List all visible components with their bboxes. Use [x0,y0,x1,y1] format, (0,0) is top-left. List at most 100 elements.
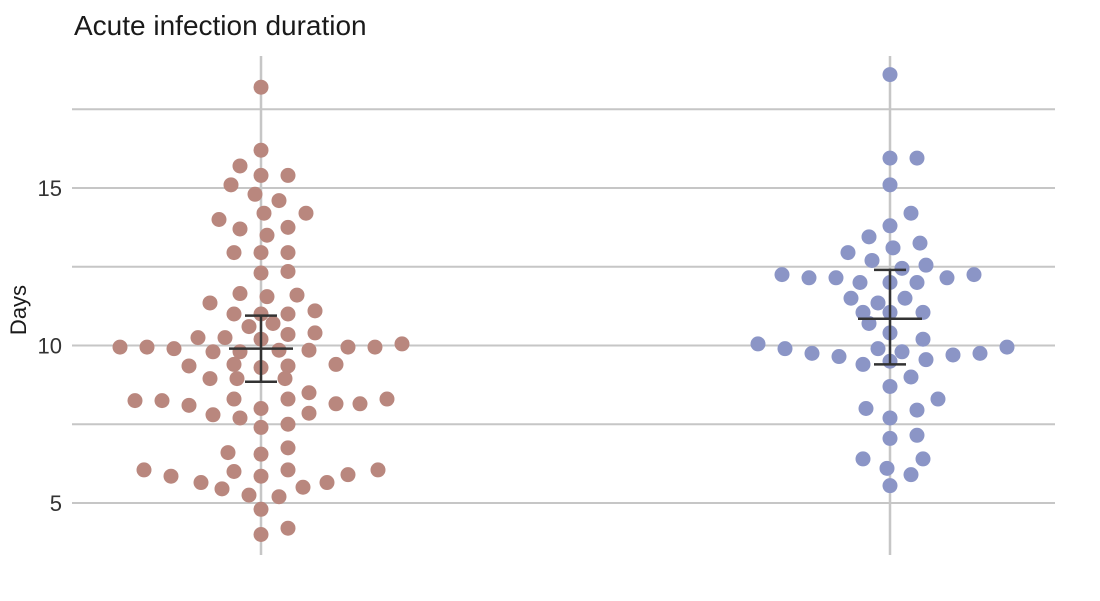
data-point-s0-68 [220,445,236,461]
data-point-s1-15 [828,270,844,286]
data-point-s1-45 [858,401,874,416]
chart-title: Acute infection duration [74,10,367,41]
data-point-s0-32 [280,326,296,342]
data-point-s0-22 [202,295,218,311]
data-point-s0-37 [205,344,221,360]
data-point-s1-50 [855,451,871,467]
data-point-s0-83 [253,501,269,517]
data-point-s0-41 [340,339,356,355]
data-point-s0-19 [232,286,248,302]
data-point-s1-36 [945,347,961,363]
data-point-s0-43 [394,336,410,352]
data-point-s0-25 [280,306,296,322]
data-point-s0-16 [280,245,296,261]
y-tick-label-5: 5 [50,491,62,516]
data-point-s0-79 [241,487,257,503]
data-point-s0-36 [166,341,182,357]
data-point-s1-16 [852,275,868,290]
data-point-s0-52 [127,393,143,409]
data-point-s0-65 [253,419,269,435]
data-point-s0-6 [247,186,263,202]
data-point-s0-85 [253,527,269,542]
data-point-s1-37 [972,345,988,361]
data-point-s0-21 [289,287,305,303]
data-point-s1-9 [912,235,928,251]
data-point-s0-75 [340,467,356,483]
data-point-s0-70 [136,462,152,478]
data-point-s1-7 [840,245,856,261]
data-point-s0-39 [271,342,287,358]
axis-layer: 5 10 15 [38,176,62,516]
data-point-s1-19 [939,270,955,286]
data-point-s0-23 [226,306,242,322]
data-point-s1-44 [930,391,946,407]
data-point-s0-12 [232,221,248,237]
data-point-s1-34 [894,344,910,360]
data-point-s1-51 [915,451,931,467]
data-point-s1-30 [777,341,793,357]
data-point-s0-26 [307,303,323,319]
data-point-s1-4 [903,205,919,221]
data-point-s1-21 [843,290,859,306]
data-point-s0-42 [367,339,383,355]
data-point-s0-77 [193,475,209,491]
data-point-s1-10 [864,252,880,268]
data-point-s0-30 [217,330,233,346]
data-point-s0-67 [280,440,296,456]
points-layer [112,67,1015,542]
data-point-s1-31 [804,345,820,361]
data-point-s0-40 [301,342,317,358]
data-point-s0-57 [301,385,317,401]
data-point-s1-53 [903,467,919,483]
data-point-s1-46 [909,402,925,418]
data-point-s0-69 [253,446,269,462]
data-point-s1-2 [909,150,925,166]
data-point-s1-5 [882,218,898,234]
y-tick-label-10: 10 [38,334,62,359]
data-point-s0-45 [226,356,242,372]
data-point-s0-35 [139,339,155,355]
data-point-s0-15 [226,245,242,261]
data-point-s1-24 [855,304,871,320]
data-point-s0-7 [271,193,287,209]
data-point-s1-26 [915,304,931,320]
data-point-s0-82 [319,475,335,491]
data-point-s0-58 [328,396,344,412]
data-point-s1-8 [885,240,901,256]
data-point-s1-35 [915,331,931,347]
data-point-s1-18 [909,275,925,290]
data-point-s1-38 [999,339,1015,355]
data-point-s0-29 [190,330,206,346]
data-point-s0-78 [214,481,230,497]
data-point-s0-0 [253,79,269,95]
data-point-s1-0 [882,67,898,83]
data-point-s1-12 [918,257,934,273]
data-point-s1-43 [882,378,898,394]
data-point-s0-63 [253,401,269,416]
data-point-s0-74 [280,462,296,478]
data-point-s0-10 [211,212,227,227]
data-point-s1-6 [861,229,877,245]
data-point-s0-50 [229,371,245,387]
y-tick-label-15: 15 [38,176,62,201]
data-point-s0-24 [253,306,269,322]
data-point-s0-3 [253,167,269,183]
data-point-s0-9 [298,205,314,221]
data-point-s1-14 [801,270,817,286]
data-point-s0-81 [295,479,311,495]
data-point-s0-2 [232,158,248,174]
data-point-s1-32 [831,349,847,365]
data-point-s0-73 [253,468,269,484]
data-point-s1-47 [882,410,898,426]
data-point-s1-11 [894,260,910,276]
data-point-s0-76 [370,462,386,478]
data-point-s0-8 [256,205,272,221]
data-point-s0-51 [277,371,293,387]
data-point-s0-18 [280,263,296,279]
data-point-s0-47 [280,358,296,374]
data-point-s0-66 [280,416,296,432]
data-point-s0-72 [226,464,242,479]
data-point-s0-33 [307,325,323,341]
data-point-s0-84 [280,520,296,536]
